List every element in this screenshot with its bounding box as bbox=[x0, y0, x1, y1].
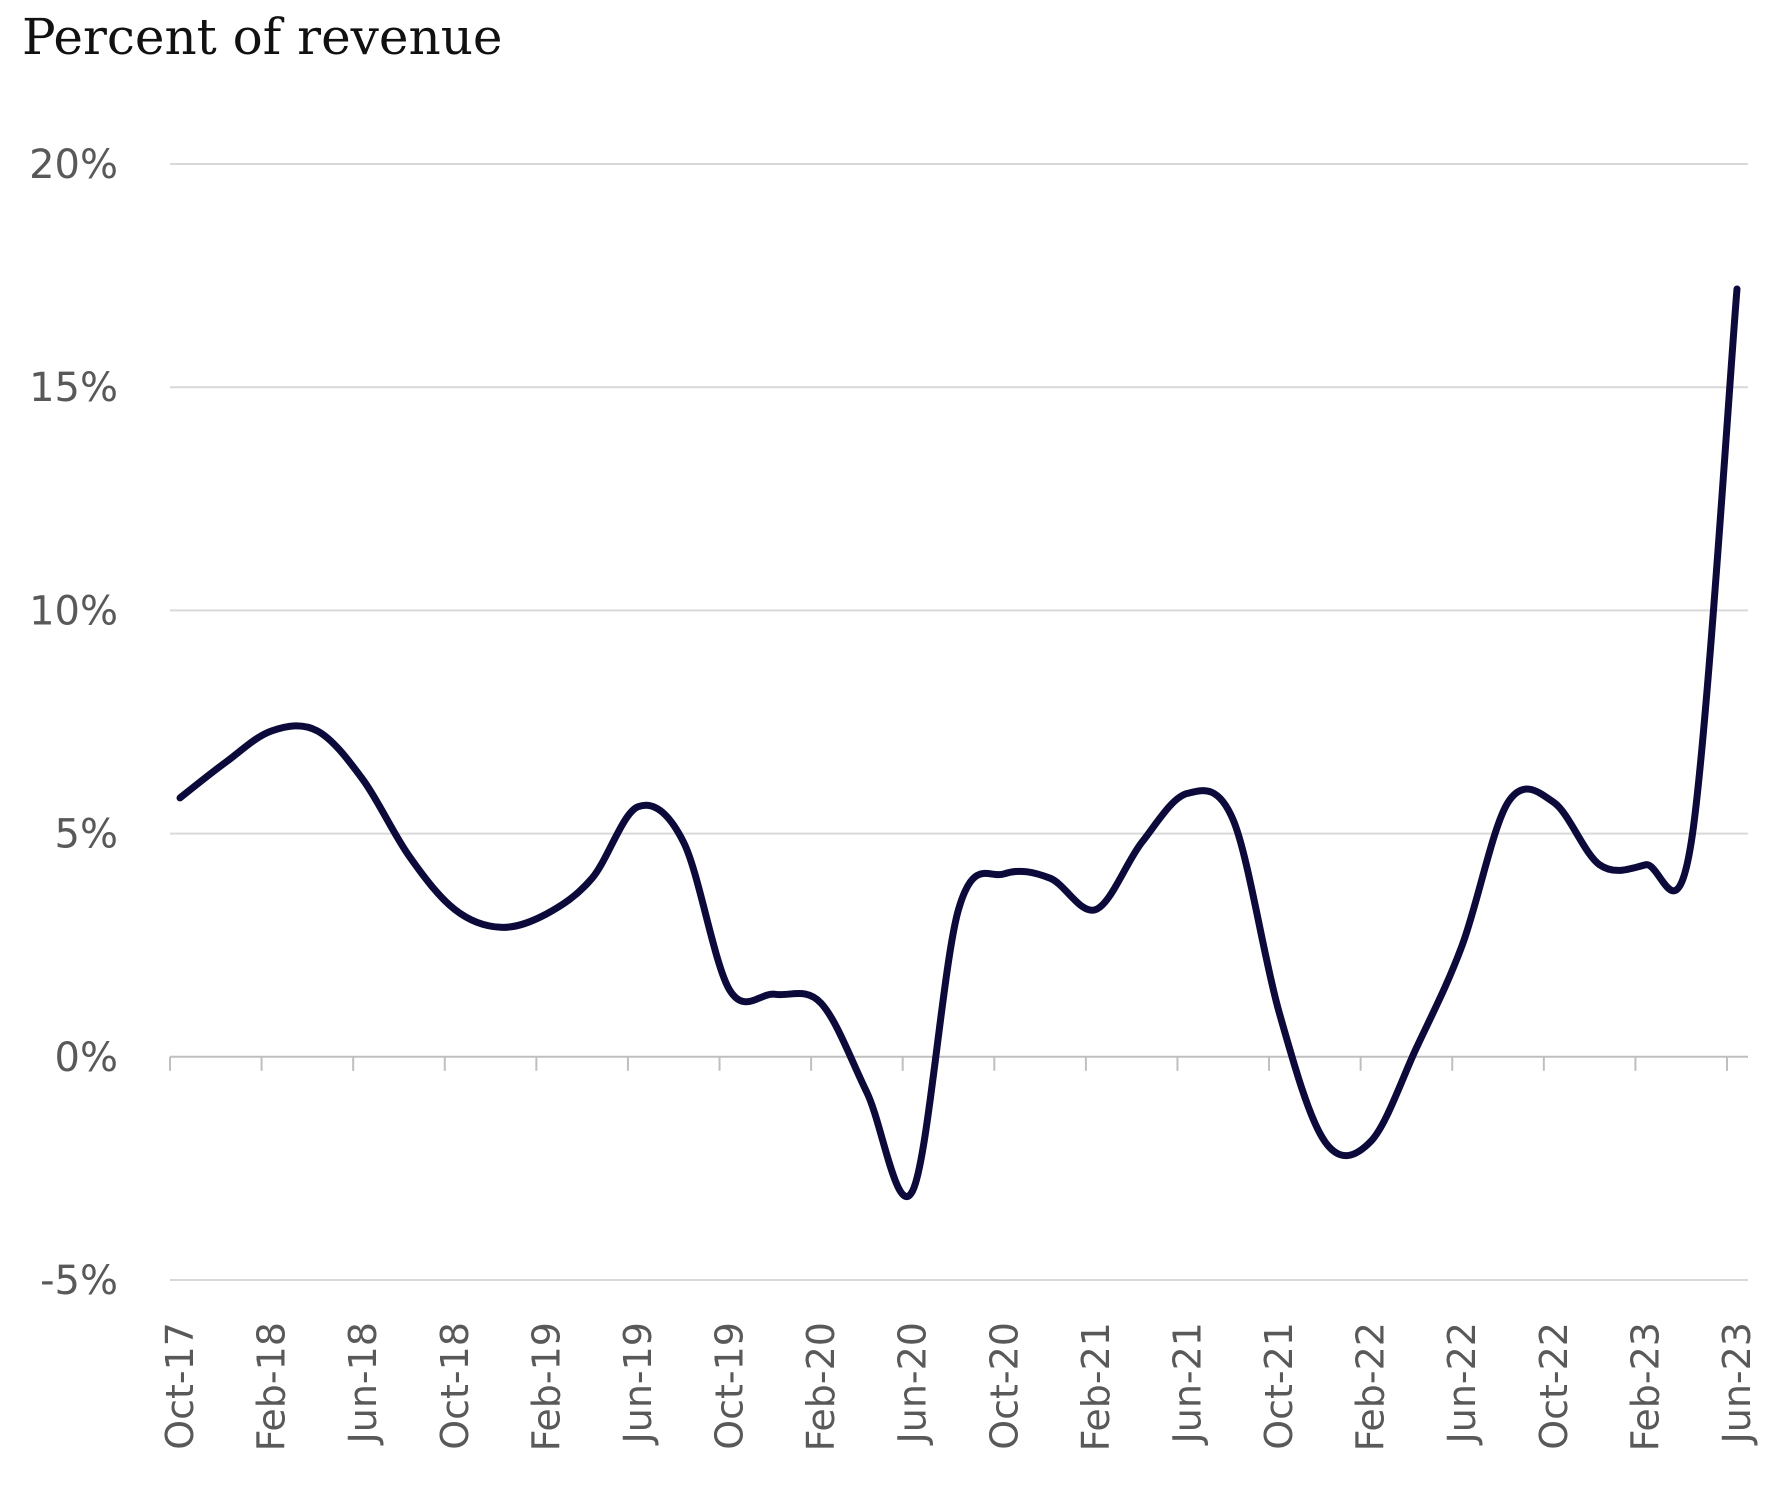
x-tick-label: Oct-21 bbox=[1257, 1322, 1301, 1450]
y-tick-label: -5% bbox=[40, 1258, 118, 1304]
x-tick-label: Feb-21 bbox=[1074, 1322, 1118, 1451]
y-tick-label: 15% bbox=[29, 365, 118, 411]
x-tick-label: Feb-23 bbox=[1623, 1322, 1667, 1451]
x-axis bbox=[169, 1055, 1748, 1071]
x-axis-tick-labels: Oct-17 Feb-18 Jun-18 Oct-18 Feb-19 Jun-19 Oct-… bbox=[158, 1322, 1759, 1451]
series-layer bbox=[176, 285, 1741, 1200]
y-axis-tick-labels: -5% 0% 5% 10% 15% 20% bbox=[29, 142, 118, 1304]
x-tick-label: Feb-22 bbox=[1349, 1322, 1393, 1451]
x-tick-label: Oct-19 bbox=[708, 1322, 752, 1450]
x-tick-label: Jun-18 bbox=[341, 1322, 385, 1445]
x-tick-label: Oct-18 bbox=[433, 1322, 477, 1450]
x-tick-label: Feb-18 bbox=[250, 1322, 294, 1451]
chart-title: Percent of revenue bbox=[22, 8, 503, 66]
gridlines bbox=[170, 163, 1748, 1281]
y-tick-label: 20% bbox=[29, 142, 118, 188]
x-tick-label: Oct-17 bbox=[158, 1322, 202, 1450]
series-line bbox=[176, 285, 1741, 1200]
y-tick-label: 10% bbox=[29, 588, 118, 634]
y-tick-label: 0% bbox=[55, 1035, 118, 1081]
x-tick-label: Jun-20 bbox=[891, 1322, 935, 1445]
x-tick-label: Feb-20 bbox=[799, 1322, 843, 1451]
x-tick-label: Jun-22 bbox=[1440, 1322, 1484, 1445]
y-tick-label: 5% bbox=[55, 812, 118, 858]
x-tick-label: Feb-19 bbox=[524, 1322, 568, 1451]
x-tick-label: Oct-22 bbox=[1532, 1322, 1576, 1450]
x-tick-label: Oct-20 bbox=[982, 1322, 1026, 1450]
x-tick-label: Jun-21 bbox=[1165, 1322, 1209, 1445]
x-tick-label: Jun-23 bbox=[1715, 1322, 1759, 1445]
x-tick-label: Jun-19 bbox=[616, 1322, 660, 1445]
